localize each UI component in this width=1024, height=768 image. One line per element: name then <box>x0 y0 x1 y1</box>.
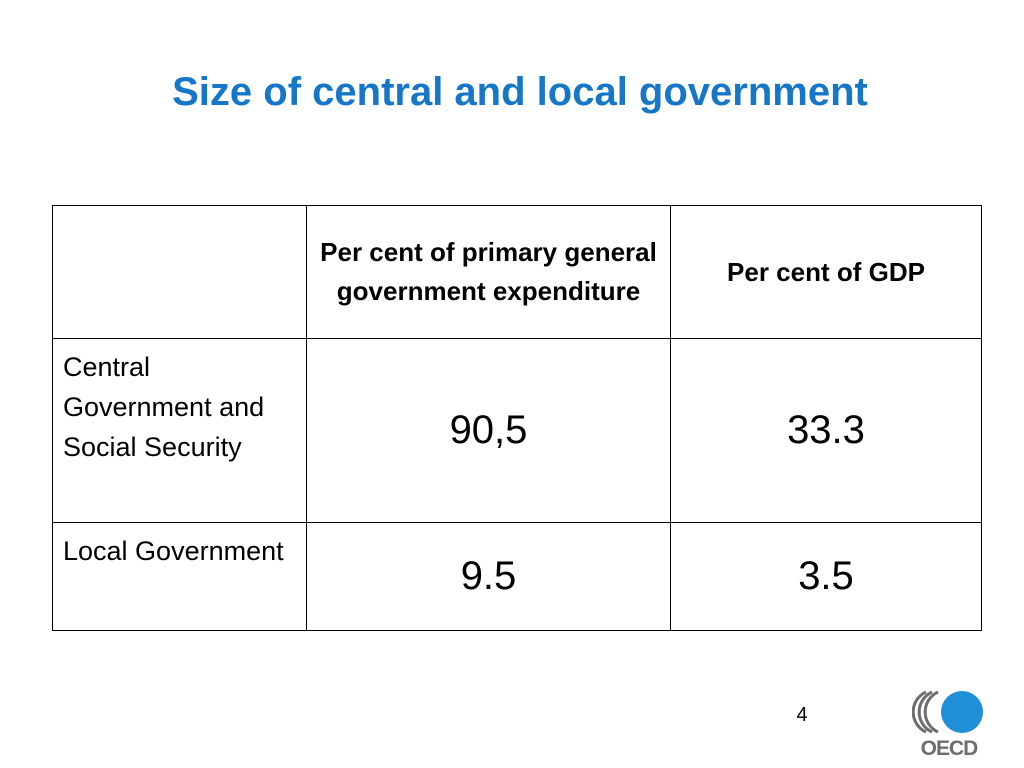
cell-central-gdp: 33.3 <box>670 338 982 523</box>
table-header-expenditure: Per cent of primary general government e… <box>306 205 671 339</box>
oecd-logo: OECD <box>912 690 983 758</box>
table-header-empty <box>52 205 307 339</box>
page-number: 4 <box>796 704 808 726</box>
oecd-logo-text: OECD <box>921 737 979 758</box>
table-header-gdp: Per cent of GDP <box>670 205 982 339</box>
table-header-row: Per cent of primary general government e… <box>52 205 982 339</box>
cell-central-expenditure: 90,5 <box>306 338 671 523</box>
oecd-logo-arc-2 <box>917 690 933 734</box>
data-table: Per cent of primary general government e… <box>52 205 982 631</box>
slide-title: Size of central and local government <box>172 70 868 114</box>
cell-local-gdp: 3.5 <box>670 522 982 631</box>
table-row: Central Government and Social Security 9… <box>52 338 982 523</box>
row-label-local: Local Government <box>52 522 307 631</box>
oecd-logo-arc-3 <box>923 690 939 734</box>
row-label-central: Central Government and Social Security <box>52 338 307 523</box>
oecd-logo-circle <box>941 691 983 733</box>
table-row: Local Government 9.5 3.5 <box>52 522 982 631</box>
cell-local-expenditure: 9.5 <box>306 522 671 631</box>
oecd-logo-arc-1 <box>912 690 927 734</box>
